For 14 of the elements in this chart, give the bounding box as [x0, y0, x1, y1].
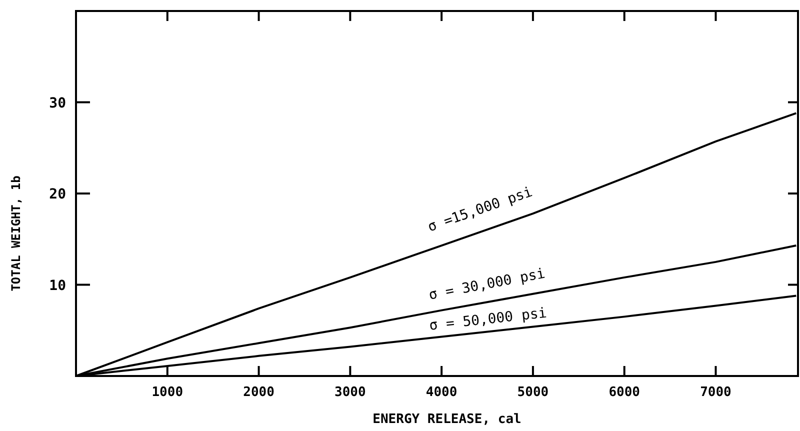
x-tick-label: 2000	[243, 385, 275, 400]
y-tick-label: 10	[49, 278, 66, 294]
y-tick-label: 30	[49, 95, 66, 112]
text: σ = 30,000 psi	[428, 266, 546, 304]
x-tick-label: 6000	[608, 385, 640, 400]
text: σ = 50,000 psi	[428, 305, 548, 334]
x-tick-label: 1000	[152, 385, 184, 400]
x-tick-label: 4000	[426, 385, 458, 400]
x-tick-label: 3000	[334, 385, 366, 400]
x-tick-label: 7000	[700, 385, 732, 400]
x-tick-label: 5000	[517, 385, 549, 400]
y-axis-title: TOTAL WEIGHT, 1b	[9, 176, 23, 292]
x-axis-title: ENERGY RELEASE, cal	[372, 412, 522, 427]
y-tick-label: 20	[49, 186, 66, 202]
